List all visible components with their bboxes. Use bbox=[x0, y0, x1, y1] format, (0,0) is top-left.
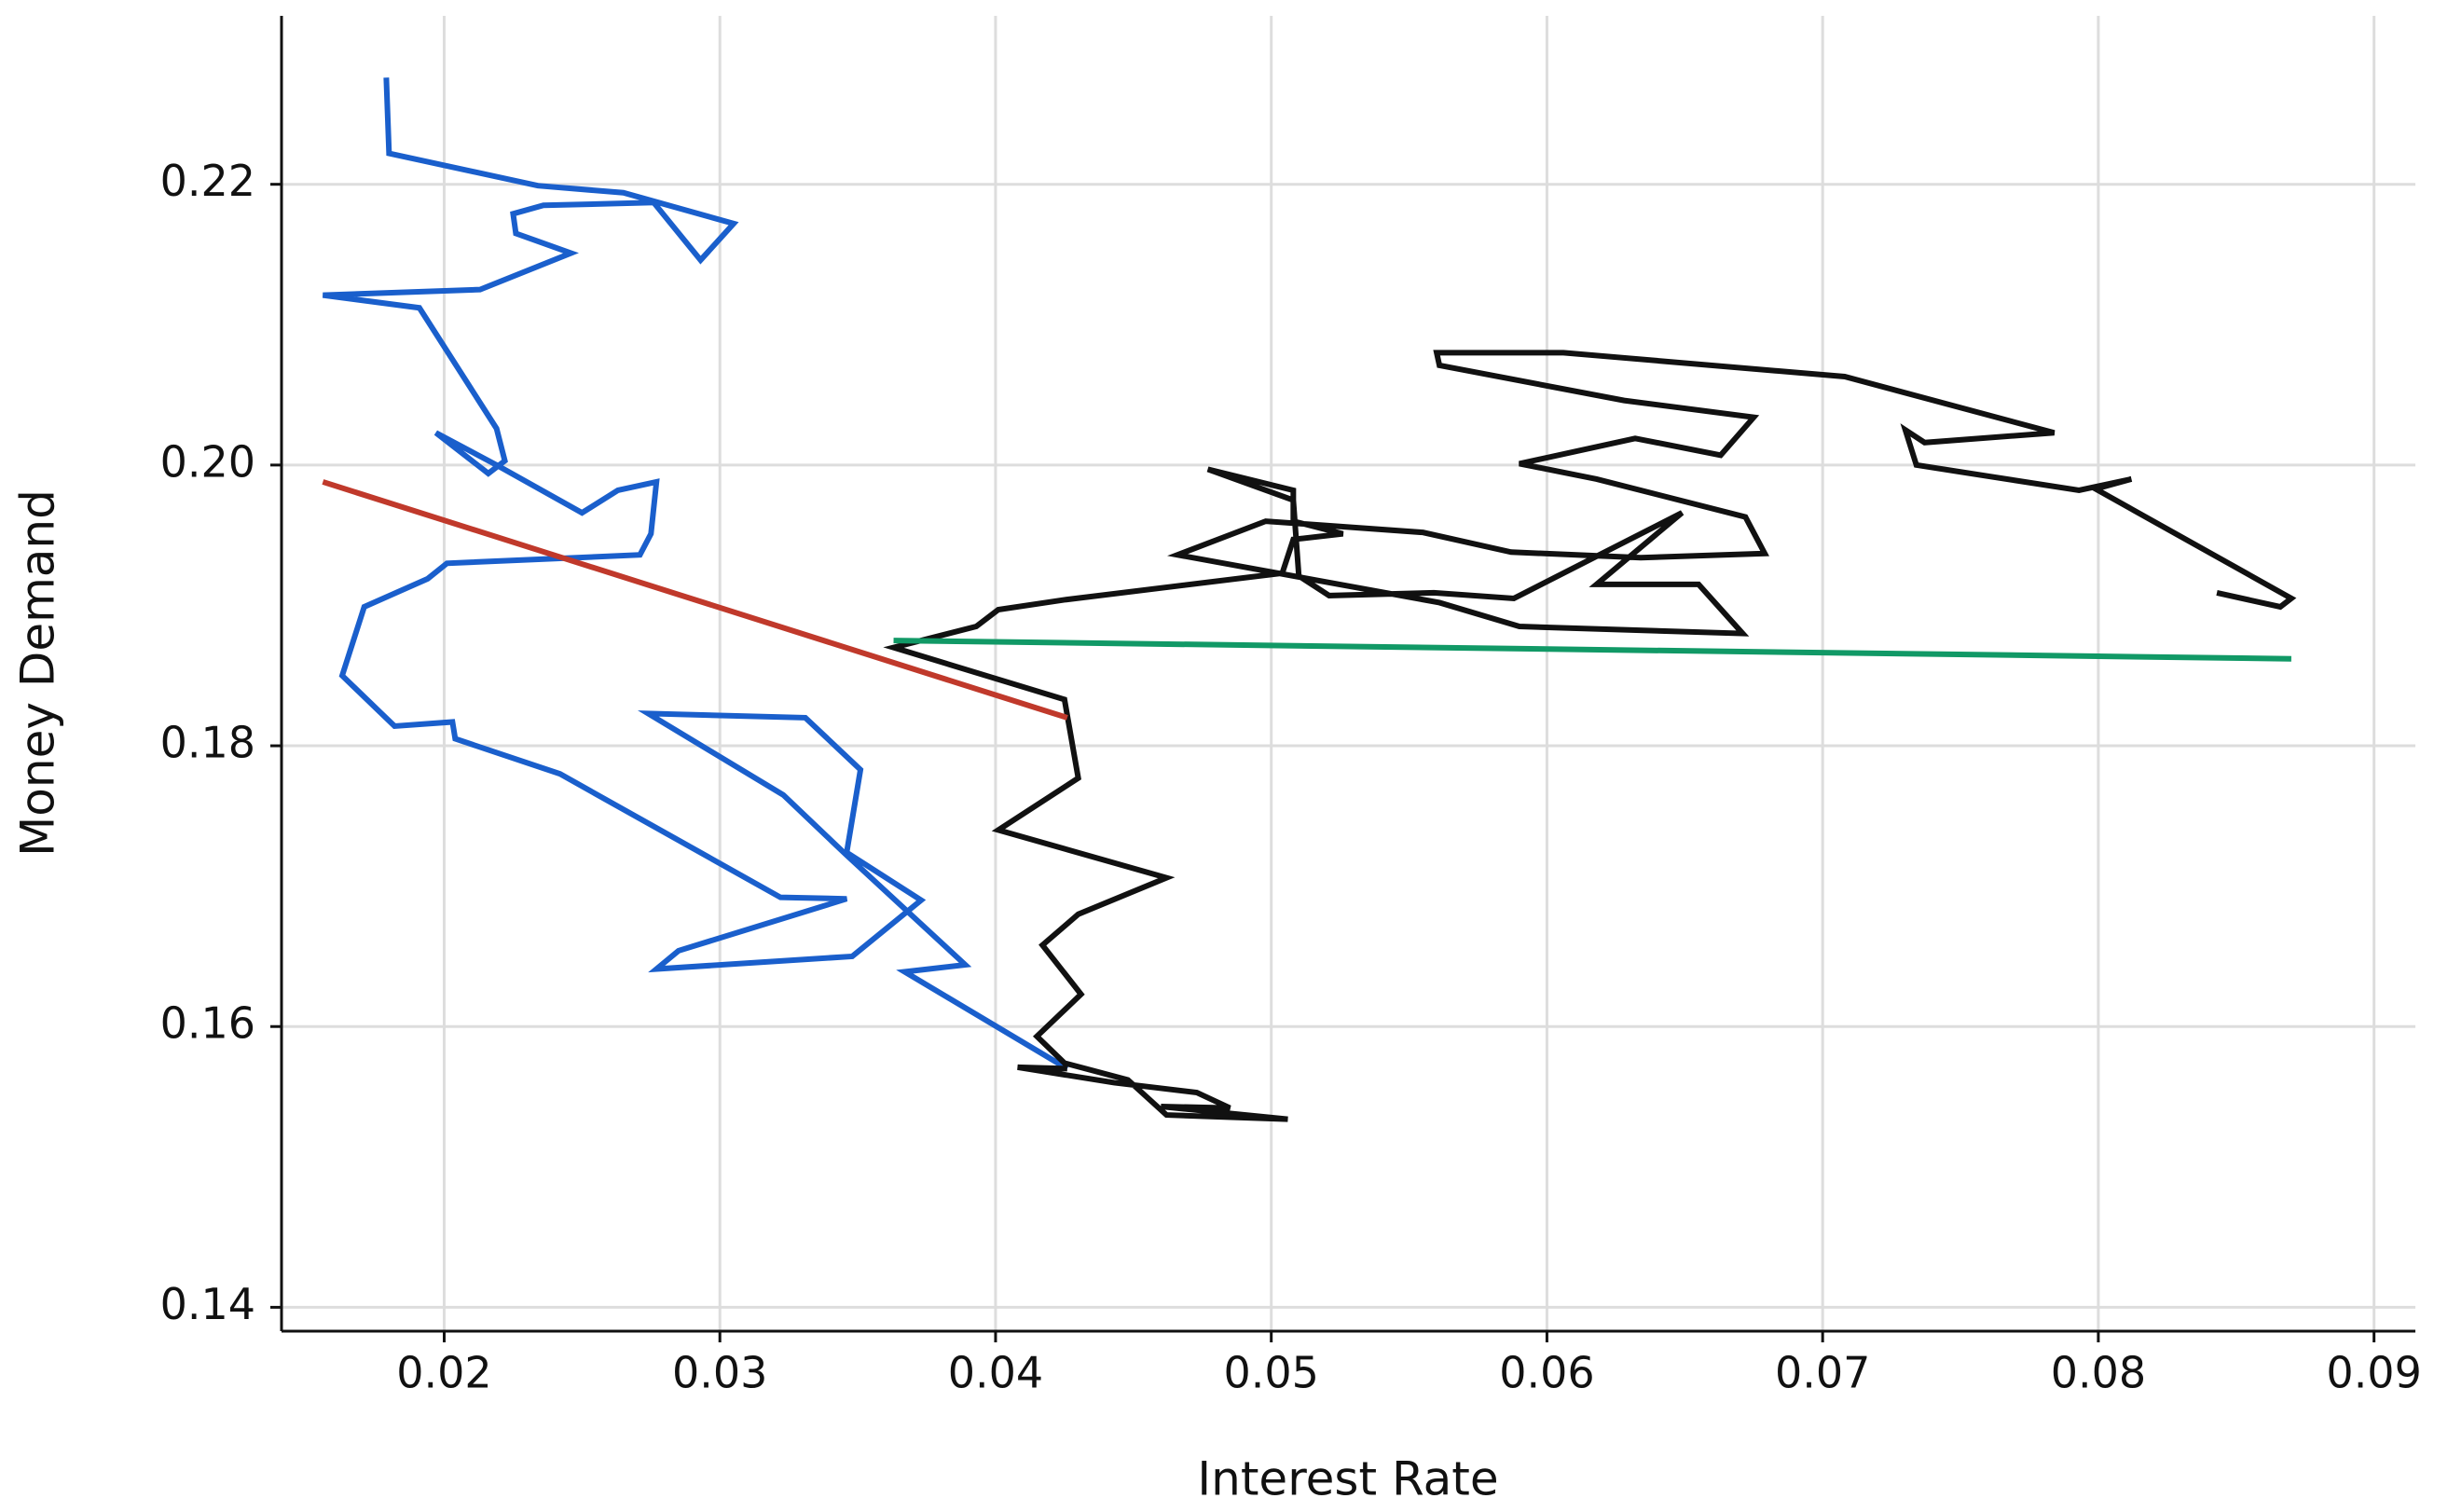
y-tick-label: 0.22 bbox=[160, 156, 255, 206]
series-line bbox=[322, 479, 1068, 721]
x-tick-label: 0.03 bbox=[672, 1348, 767, 1398]
x-tick-label: 0.02 bbox=[396, 1348, 491, 1398]
y-axis-label: Money Demand bbox=[11, 489, 65, 857]
y-tick-label: 0.20 bbox=[160, 436, 255, 487]
x-axis-label: Interest Rate bbox=[1197, 1452, 1498, 1506]
x-tick-label: 0.04 bbox=[948, 1348, 1043, 1398]
series-line bbox=[322, 77, 1069, 1071]
x-tick-label: 0.05 bbox=[1223, 1348, 1318, 1398]
x-tick-label: 0.09 bbox=[2326, 1348, 2421, 1398]
series-line bbox=[883, 350, 2297, 1122]
x-tick-label: 0.07 bbox=[1775, 1348, 1870, 1398]
x-tick-label: 0.08 bbox=[2051, 1348, 2146, 1398]
y-tick-label: 0.14 bbox=[160, 1279, 255, 1329]
x-tick-label: 0.06 bbox=[1499, 1348, 1594, 1398]
series-line bbox=[893, 638, 2291, 662]
y-tick-label: 0.16 bbox=[160, 998, 255, 1049]
y-tick-label: 0.18 bbox=[160, 718, 255, 768]
